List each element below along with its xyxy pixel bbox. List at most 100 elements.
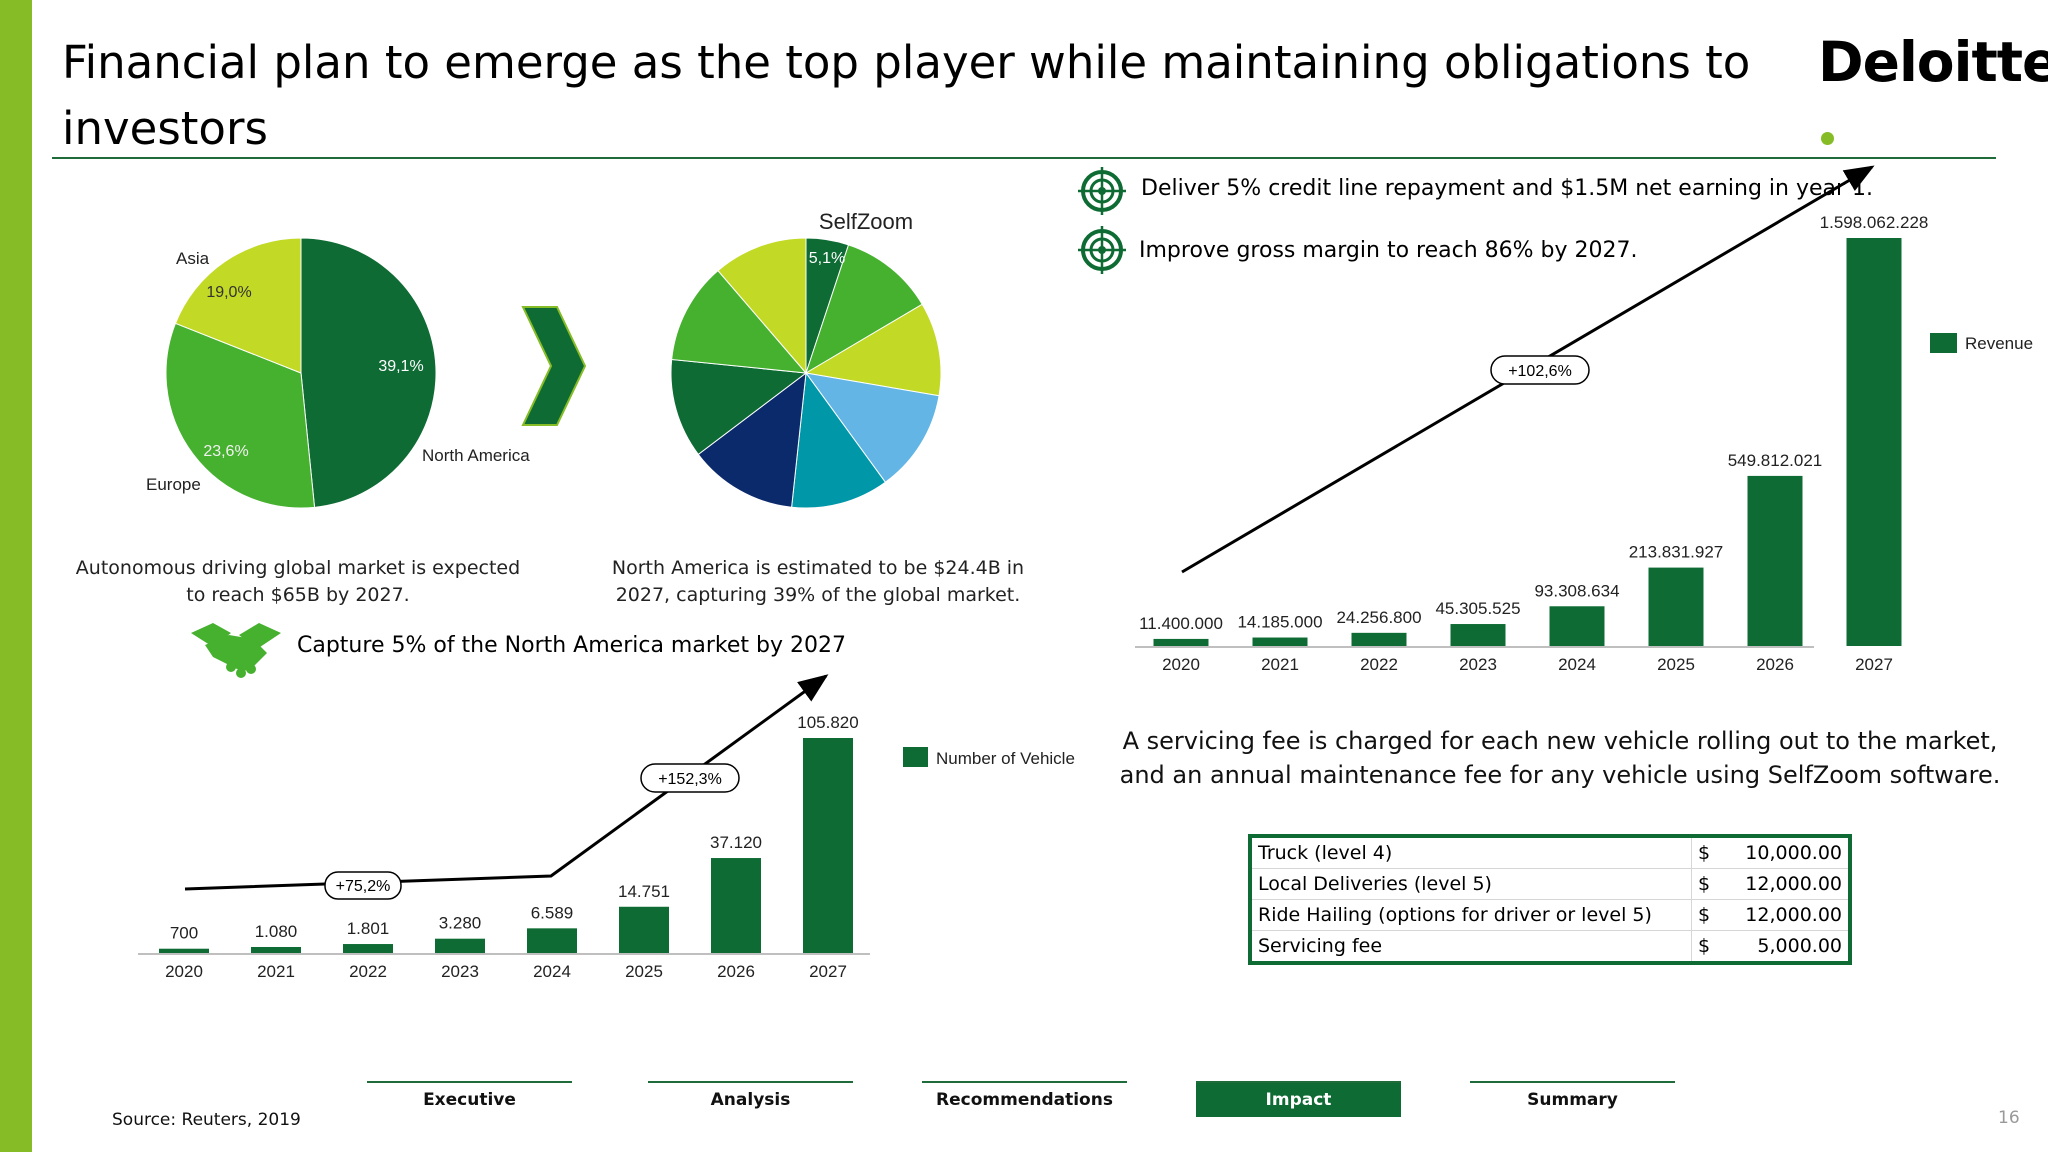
revenue-tick-label: 2024 <box>1558 655 1596 674</box>
global-market-caption: Autonomous driving global market is expe… <box>75 557 521 606</box>
fee-table-row: Local Deliveries (level 5) $12,000.00 <box>1250 868 1850 900</box>
vehicle-tick-label: 2024 <box>533 962 571 981</box>
vehicle-bar <box>527 928 577 953</box>
revenue-tick-label: 2023 <box>1459 655 1497 674</box>
pie2-slice <box>804 303 942 397</box>
revenue-tick-label: 2022 <box>1360 655 1398 674</box>
vehicle-annotation-2-bubble <box>640 763 740 793</box>
goal-capture: Capture 5% of the North America market b… <box>297 633 846 658</box>
revenue-value-label: 213.831.927 <box>1629 543 1724 562</box>
fee-table-row: Truck (level 4) $10,000.00 <box>1250 836 1850 869</box>
revenue-legend-swatch <box>1930 333 1957 353</box>
pie2-slice <box>717 237 807 375</box>
revenue-value-label: 93.308.634 <box>1534 581 1619 600</box>
vehicle-value-label: 37.120 <box>710 833 762 852</box>
pie1-slice <box>165 322 316 509</box>
vehicle-value-label: 6.589 <box>531 903 574 922</box>
revenue-annotation-bubble <box>1490 355 1590 385</box>
vehicle-bar <box>711 858 761 953</box>
pie2-slice <box>805 244 923 375</box>
tab-summary[interactable]: Summary <box>1470 1081 1675 1117</box>
vehicle-legend-swatch <box>903 747 928 767</box>
fee-cell-amount: 12,000.00 <box>1726 899 1850 931</box>
fee-cell-currency: $ <box>1691 836 1726 869</box>
pie1-label-asia-pct: 19,0% <box>206 284 251 301</box>
vehicle-annotation-1: +75,2% <box>336 878 391 895</box>
target-icon <box>1078 167 1126 215</box>
revenue-value-label: 24.256.800 <box>1336 608 1421 627</box>
revenue-value-label: 1.598.062.228 <box>1820 213 1929 232</box>
revenue-tick-label: 2027 <box>1855 655 1893 674</box>
page-number: 16 <box>1998 1108 2020 1128</box>
pie1-legend-north-america: North America <box>422 446 530 465</box>
logo-dot-icon <box>1821 132 1834 145</box>
vehicle-bar <box>159 948 209 953</box>
goal-deliver: Deliver 5% credit line repayment and $1.… <box>1141 176 1874 201</box>
pie2-label-selfzoom-pct: 5,1% <box>809 250 845 267</box>
source-note: Source: Reuters, 2019 <box>112 1110 301 1130</box>
fee-cell-item: Local Deliveries (level 5) <box>1250 868 1692 900</box>
revenue-bar <box>1648 567 1704 646</box>
vehicle-bar <box>251 946 301 953</box>
selfzoom-pie: SelfZoom 5,1% <box>670 209 942 509</box>
slide-title: Financial plan to emerge as the top play… <box>62 36 1751 155</box>
tab-recommendations[interactable]: Recommendations <box>922 1081 1127 1117</box>
revenue-annotation: +102,6% <box>1508 363 1572 380</box>
fee-table-row: Ride Hailing (options for driver or leve… <box>1250 899 1850 931</box>
vehicle-growth-arrow <box>184 674 829 891</box>
fee-cell-item: Ride Hailing (options for driver or leve… <box>1250 899 1692 931</box>
fee-table: Truck (level 4) $10,000.00 Local Deliverie… <box>1248 834 1852 965</box>
fee-cell-amount: 12,000.00 <box>1726 868 1850 900</box>
vehicle-tick-label: 2026 <box>717 962 755 981</box>
vehicle-annotation-1-bubble <box>324 871 402 900</box>
vehicle-tick-label: 2025 <box>625 962 663 981</box>
pie1-slice <box>300 237 437 508</box>
revenue-legend-label: Revenue <box>1965 334 2033 353</box>
logo-text: Deloitte <box>1818 30 2048 94</box>
vehicle-bar-chart: 700 2020 1.080 2021 1.801 2022 3.280 2023 6.589 2… <box>138 674 1075 981</box>
pie2-slice <box>671 269 808 374</box>
north-america-caption: North America is estimated to be $24.4B … <box>611 557 1025 606</box>
chevron-right-icon <box>521 306 587 426</box>
goal-improve: Improve gross margin to reach 86% by 202… <box>1139 238 1638 263</box>
vehicle-tick-label: 2020 <box>165 962 203 981</box>
revenue-tick-label: 2025 <box>1657 655 1695 674</box>
vehicle-bar <box>619 906 669 953</box>
vehicle-legend-label: Number of Vehicle <box>936 749 1075 768</box>
revenue-tick-label: 2020 <box>1162 655 1200 674</box>
vehicle-tick-label: 2023 <box>441 962 479 981</box>
vehicle-bar <box>803 738 853 953</box>
fee-cell-amount: 5,000.00 <box>1726 930 1850 964</box>
vehicle-value-label: 1.080 <box>255 922 298 941</box>
vehicle-bar <box>435 938 485 953</box>
pie1-legend-europe: Europe <box>146 475 201 494</box>
revenue-bar <box>1351 632 1407 646</box>
fee-cell-item: Truck (level 4) <box>1250 836 1692 869</box>
global-market-pie: 39,1% 23,6% 19,0% North America Europe A… <box>146 237 530 509</box>
revenue-bar-chart: 11.400.000 2020 14.185.000 2021 24.256.800 20… <box>1135 165 2033 674</box>
vehicle-value-label: 1.801 <box>347 919 390 938</box>
revenue-bar <box>1846 238 1902 646</box>
pie2-slice <box>697 371 807 508</box>
vehicle-bar <box>343 944 393 953</box>
revenue-value-label: 549.812.021 <box>1728 451 1823 470</box>
tab-executive[interactable]: Executive <box>367 1081 572 1117</box>
vehicle-tick-label: 2022 <box>349 962 387 981</box>
revenue-bar <box>1450 624 1506 646</box>
revenue-tick-label: 2026 <box>1756 655 1794 674</box>
vehicle-annotation-2: +152,3% <box>658 771 722 788</box>
title-divider <box>52 157 1996 159</box>
tab-analysis[interactable]: Analysis <box>648 1081 853 1117</box>
fee-table-row: Servicing fee $5,000.00 <box>1250 930 1850 964</box>
revenue-tick-label: 2021 <box>1261 655 1299 674</box>
handshake-icon <box>191 623 281 678</box>
fee-cell-currency: $ <box>1691 930 1726 964</box>
pie2-slice <box>670 358 808 456</box>
revenue-value-label: 11.400.000 <box>1139 614 1223 633</box>
tab-impact[interactable]: Impact <box>1196 1081 1401 1117</box>
pie1-legend-asia: Asia <box>176 249 210 268</box>
fee-cell-currency: $ <box>1691 899 1726 931</box>
vehicle-value-label: 700 <box>170 924 198 943</box>
revenue-bar <box>1153 638 1209 646</box>
